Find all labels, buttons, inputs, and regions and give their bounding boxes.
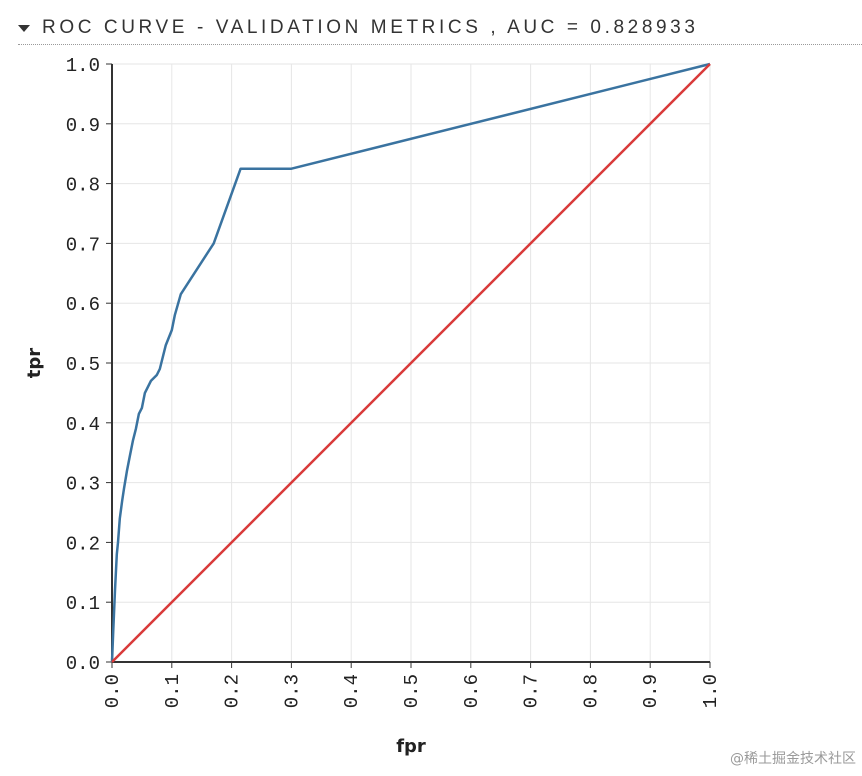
x-tick-label: 0.6 <box>461 674 483 708</box>
chart-title: ROC CURVE - VALIDATION METRICS , AUC = 0… <box>42 17 699 38</box>
y-tick-label: 0.6 <box>66 294 100 316</box>
y-tick-label: 0.3 <box>66 474 100 496</box>
y-tick-label: 0.7 <box>66 234 100 256</box>
collapse-triangle-icon[interactable] <box>18 25 30 32</box>
y-tick-label: 0.2 <box>66 533 100 555</box>
x-tick-label: 0.7 <box>521 674 543 708</box>
y-tick-label: 0.1 <box>66 593 100 615</box>
y-tick-label: 0.4 <box>66 414 100 436</box>
x-tick-label: 1.0 <box>700 674 722 708</box>
x-axis-title: fpr <box>396 736 426 757</box>
series-line-roc <box>110 62 711 663</box>
x-tick-label: 0.4 <box>341 674 363 708</box>
y-tick-label: 0.9 <box>66 115 100 137</box>
x-tick-label: 0.3 <box>281 674 303 708</box>
grid <box>112 63 711 662</box>
y-tick-label: 0.5 <box>66 354 100 376</box>
y-tick-label: 0.8 <box>66 175 100 197</box>
x-tick-label: 0.2 <box>222 674 244 708</box>
x-tick-label: 0.0 <box>102 674 124 708</box>
x-tick-label: 0.5 <box>401 674 423 708</box>
x-tick-label: 0.9 <box>640 674 662 708</box>
x-tick-label: 0.1 <box>162 674 184 708</box>
series <box>110 62 711 663</box>
y-tick-label: 1.0 <box>66 55 100 77</box>
x-tick-label: 0.8 <box>580 674 602 708</box>
series-line-diagonal <box>111 63 711 663</box>
chart-header: ROC CURVE - VALIDATION METRICS , AUC = 0… <box>18 14 862 45</box>
watermark: @稀土掘金技术社区 <box>730 751 856 767</box>
y-tick-label: 0.0 <box>66 653 100 675</box>
axes: 0.0 0.1 0.2 0.3 0.4 0.5 0.6 0.7 0.8 0.9 1.0 0.0 0.1 0… <box>66 55 722 708</box>
y-axis-title: tpr <box>24 348 45 378</box>
